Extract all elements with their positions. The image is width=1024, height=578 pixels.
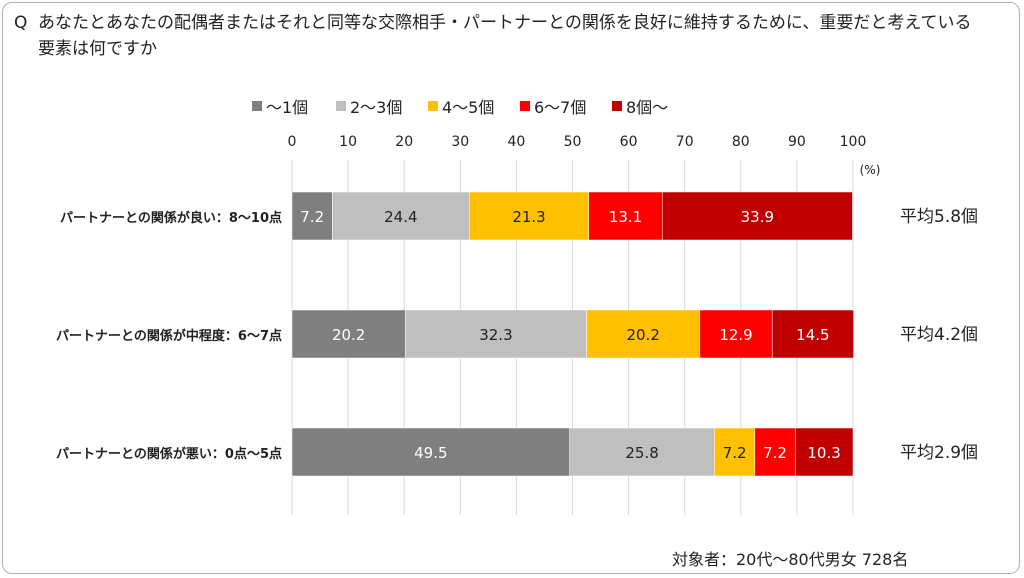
legend-swatch [252,101,262,111]
x-tick-label: 60 [620,134,638,150]
bar-segment [291,427,570,477]
x-tick-label: 30 [451,134,469,150]
question-mark: Q [14,13,28,33]
bar-segment [569,427,715,477]
data-label: 14.5 [796,326,829,344]
bar-segment [794,427,854,477]
bar-segment [291,309,406,359]
average-label: 平均5.8個 [900,207,978,227]
data-label: 12.9 [719,326,752,344]
unit-label: (%) [860,163,881,177]
x-tick-label: 70 [676,134,694,150]
average-label: 平均2.9個 [900,443,978,463]
bar-segment [586,309,701,359]
bar-segment [405,309,587,359]
category-label: パートナーとの関係が良い：8～10点 [60,210,282,226]
data-label: 33.9 [741,208,774,226]
data-label: 7.2 [300,208,324,226]
data-label: 25.8 [625,444,658,462]
footnote: 対象者：20代～80代男女 728名 [672,550,909,569]
data-label: 7.2 [723,444,747,462]
x-tick-label: 20 [395,134,413,150]
legend-item: 6～7個 [520,94,586,118]
bar-segment [332,191,470,241]
data-label: 7.2 [763,444,787,462]
bar-segment [291,191,333,241]
x-tick-label: 0 [288,134,297,150]
data-label: 24.4 [384,208,417,226]
data-label: 10.3 [807,444,840,462]
average-label: 平均4.2個 [900,325,978,345]
x-tick-label: 40 [507,134,525,150]
data-label: 13.1 [609,208,642,226]
category-label: パートナーとの関係が中程度：6～7点 [56,328,282,344]
x-tick-label: 10 [339,134,357,150]
legend-item: 8個～ [612,94,668,118]
legend-item: 4～5個 [428,94,494,118]
legend-label: 6～7個 [534,98,587,117]
legend-label: 2～3個 [350,98,403,117]
x-tick-label: 80 [732,134,750,150]
question-text: あなたとあなたの配偶者またはそれと同等な交際相手・パートナーとの関係を良好に維持… [38,13,972,59]
legend-swatch [428,101,438,111]
legend-item: 2～3個 [336,94,402,118]
bar-segment [469,191,590,241]
legend-swatch [336,101,346,111]
legend-item: ～1個 [252,94,308,118]
data-label: 20.2 [332,326,365,344]
legend-label: ～1個 [266,98,309,117]
legend-swatch [520,101,530,111]
legend-label: 8個～ [626,98,669,117]
data-label: 21.3 [512,208,545,226]
legend-swatch [612,101,622,111]
data-label: 49.5 [414,444,447,462]
bar-segment [714,427,756,477]
bar-segment [699,309,773,359]
legend-label: 4～5個 [442,98,495,117]
data-label: 32.3 [479,326,512,344]
data-label: 20.2 [626,326,659,344]
bar-segment [754,427,796,477]
x-tick-label: 50 [564,134,582,150]
category-label: パートナーとの関係が悪い：0点～5点 [56,446,282,462]
bar-segment [662,191,853,241]
bar-segment [771,309,854,359]
x-tick-label: 100 [840,134,867,150]
x-tick-label: 90 [788,134,806,150]
